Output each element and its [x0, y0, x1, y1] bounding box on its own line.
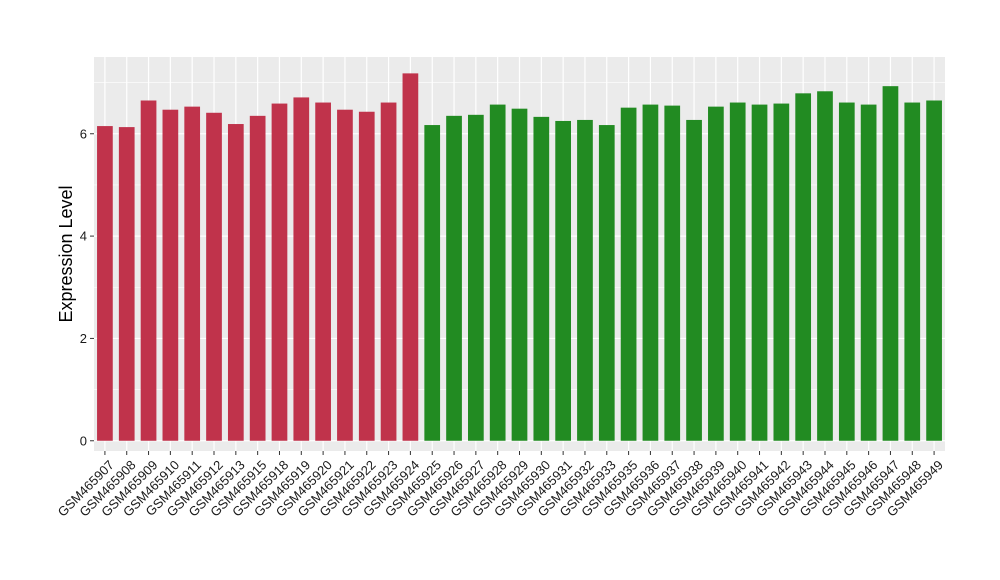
- bar-GSM465922: [358, 111, 375, 441]
- bar-GSM465923: [380, 102, 397, 441]
- bar-GSM465947: [882, 86, 899, 441]
- bar-GSM465930: [533, 116, 550, 441]
- bar-GSM465942: [773, 103, 790, 441]
- bars: [97, 73, 942, 441]
- bar-GSM465908: [118, 127, 135, 441]
- bar-GSM465932: [577, 119, 593, 441]
- bar-GSM465907: [97, 126, 113, 441]
- bar-GSM465926: [446, 115, 462, 441]
- bar-GSM465946: [860, 104, 877, 441]
- bar-GSM465913: [227, 124, 244, 441]
- bar-GSM465943: [795, 93, 812, 441]
- bar-GSM465927: [468, 114, 484, 441]
- bar-GSM465940: [729, 102, 746, 441]
- bar-GSM465919: [293, 97, 310, 441]
- bar-GSM465915: [249, 115, 266, 441]
- y-tick-label: 0: [80, 433, 87, 448]
- x-axis: GSM465907GSM465908GSM465909GSM465910GSM4…: [55, 451, 946, 520]
- bar-GSM465925: [424, 125, 441, 441]
- bar-GSM465910: [162, 109, 179, 441]
- bar-GSM465931: [555, 120, 571, 441]
- bar-GSM465948: [904, 102, 921, 441]
- bar-GSM465909: [140, 100, 157, 441]
- y-axis-title: Expression Level: [56, 185, 76, 322]
- bar-GSM465924: [402, 73, 419, 441]
- bar-GSM465937: [664, 105, 681, 441]
- bar-GSM465941: [751, 104, 768, 441]
- bar-GSM465944: [817, 91, 833, 441]
- bar-GSM465918: [271, 103, 288, 441]
- bar-GSM465911: [184, 106, 201, 441]
- bar-GSM465920: [315, 102, 331, 441]
- bar-GSM465928: [489, 104, 506, 441]
- y-tick-label: 2: [80, 331, 87, 346]
- bar-GSM465939: [708, 106, 724, 441]
- bar-GSM465921: [337, 109, 353, 441]
- bar-GSM465945: [838, 102, 855, 441]
- bar-GSM465933: [598, 125, 615, 441]
- bar-GSM465929: [511, 108, 528, 441]
- bar-GSM465912: [206, 112, 222, 441]
- bar-GSM465936: [642, 104, 659, 441]
- bar-GSM465938: [686, 119, 702, 441]
- y-axis: 0 2 4 6: [80, 126, 94, 448]
- y-tick-label: 4: [80, 229, 87, 244]
- bar-GSM465935: [620, 107, 637, 441]
- bar-GSM465949: [926, 100, 942, 441]
- y-tick-label: 6: [80, 126, 87, 141]
